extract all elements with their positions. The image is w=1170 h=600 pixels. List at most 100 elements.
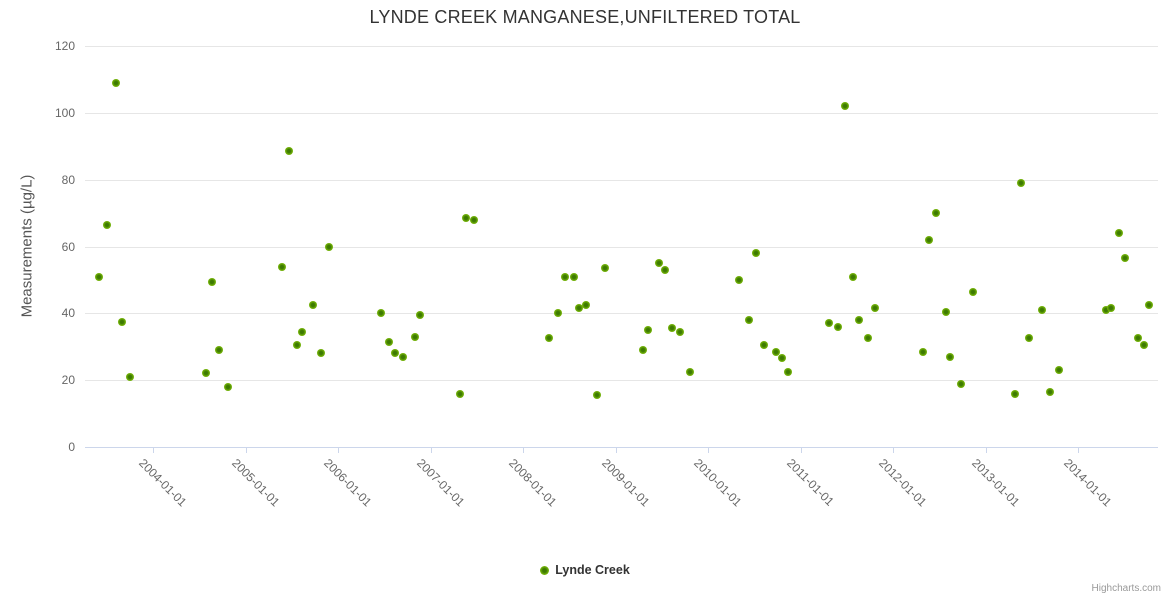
data-point[interactable]: [384, 337, 393, 346]
data-point[interactable]: [957, 379, 966, 388]
data-point[interactable]: [778, 354, 786, 363]
data-point[interactable]: [654, 259, 663, 268]
x-axis-tick-label: 2013-01-01: [968, 456, 1022, 510]
data-point[interactable]: [932, 209, 941, 218]
x-axis-line: [85, 447, 1158, 448]
x-axis-tick-label: 2009-01-01: [598, 456, 652, 510]
data-point[interactable]: [1037, 305, 1046, 314]
data-point[interactable]: [946, 352, 955, 361]
data-point[interactable]: [214, 346, 223, 355]
data-point[interactable]: [1101, 305, 1110, 314]
data-point[interactable]: [102, 220, 111, 229]
data-point[interactable]: [1016, 179, 1025, 187]
y-axis-tick-label: 100: [54, 105, 75, 120]
x-axis-tick-label: 2014-01-01: [1061, 456, 1115, 510]
data-point[interactable]: [968, 287, 977, 296]
data-point[interactable]: [469, 215, 478, 224]
data-point[interactable]: [324, 242, 333, 251]
x-axis-tick-mark: [245, 448, 247, 453]
data-point[interactable]: [569, 272, 578, 281]
data-point[interactable]: [661, 265, 670, 274]
data-point[interactable]: [639, 346, 648, 355]
data-point[interactable]: [554, 309, 563, 318]
x-axis-tick-mark: [985, 448, 987, 453]
data-point[interactable]: [864, 334, 873, 343]
data-point[interactable]: [544, 334, 553, 343]
data-point[interactable]: [1024, 334, 1033, 343]
data-point[interactable]: [925, 235, 934, 244]
data-point[interactable]: [1107, 304, 1116, 313]
data-point[interactable]: [1139, 341, 1148, 350]
data-point[interactable]: [667, 324, 676, 333]
data-point[interactable]: [918, 347, 927, 356]
data-point[interactable]: [1134, 334, 1143, 343]
x-axis-tick-mark: [523, 448, 524, 453]
data-point[interactable]: [398, 352, 407, 361]
data-point[interactable]: [849, 272, 858, 281]
chart-title: LYNDE CREEK MANGANESE,UNFILTERED TOTAL: [369, 7, 801, 27]
data-point[interactable]: [1011, 389, 1020, 398]
data-point[interactable]: [783, 367, 792, 376]
data-point[interactable]: [643, 326, 652, 335]
data-point[interactable]: [840, 102, 849, 111]
data-point[interactable]: [593, 391, 601, 400]
highcharts-credits-link[interactable]: Highcharts.com: [1091, 583, 1161, 594]
data-point[interactable]: [560, 272, 569, 281]
legend[interactable]: Lynde Creek: [0, 563, 1170, 577]
legend-series-label[interactable]: Lynde Creek: [555, 563, 630, 577]
data-point[interactable]: [941, 307, 950, 316]
data-point[interactable]: [685, 367, 694, 376]
data-point[interactable]: [112, 78, 120, 87]
y-axis-tick-label: 0: [68, 440, 75, 454]
data-point[interactable]: [416, 311, 425, 319]
y-axis-tick-label: 20: [61, 373, 75, 388]
data-point[interactable]: [1054, 366, 1063, 375]
data-point[interactable]: [759, 341, 768, 350]
data-point[interactable]: [293, 341, 302, 350]
data-point[interactable]: [854, 316, 863, 325]
data-point[interactable]: [317, 349, 326, 358]
data-point[interactable]: [574, 304, 583, 313]
data-point[interactable]: [1046, 387, 1055, 396]
data-point[interactable]: [771, 347, 780, 356]
data-point[interactable]: [284, 147, 293, 156]
data-point[interactable]: [825, 319, 834, 328]
data-point[interactable]: [391, 349, 400, 358]
data-point[interactable]: [601, 264, 610, 273]
data-point[interactable]: [752, 249, 761, 258]
x-axis-tick-label: 2006-01-01: [321, 456, 375, 510]
x-axis-tick-mark: [430, 448, 432, 453]
data-point[interactable]: [297, 327, 306, 336]
data-point[interactable]: [833, 322, 842, 331]
y-axis-tick-label: 40: [61, 306, 75, 321]
data-point[interactable]: [95, 272, 104, 281]
x-axis-tick-mark: [153, 448, 154, 453]
data-point[interactable]: [125, 372, 134, 381]
data-point[interactable]: [201, 369, 210, 378]
data-point[interactable]: [1121, 254, 1130, 263]
data-point[interactable]: [744, 316, 753, 325]
data-point[interactable]: [1114, 229, 1123, 238]
x-axis-tick-mark: [800, 448, 802, 453]
data-point[interactable]: [735, 275, 744, 284]
x-axis-tick-mark: [338, 448, 339, 453]
data-point[interactable]: [581, 300, 590, 309]
data-point[interactable]: [456, 389, 465, 398]
data-point[interactable]: [410, 332, 419, 341]
legend-marker-icon: [540, 565, 550, 575]
y-axis-tick-label: 120: [54, 39, 75, 53]
data-point[interactable]: [1145, 300, 1154, 309]
data-point[interactable]: [223, 382, 232, 391]
data-point[interactable]: [118, 317, 127, 326]
grid-line: [85, 246, 1158, 248]
data-point[interactable]: [309, 300, 318, 309]
x-axis-tick-label: 2004-01-01: [136, 456, 190, 510]
data-point[interactable]: [461, 214, 470, 223]
data-point[interactable]: [377, 309, 386, 318]
y-axis-tick-label: 60: [61, 239, 75, 254]
data-point[interactable]: [277, 262, 286, 271]
data-point[interactable]: [676, 327, 685, 336]
data-point[interactable]: [871, 304, 880, 313]
data-point[interactable]: [208, 277, 217, 286]
